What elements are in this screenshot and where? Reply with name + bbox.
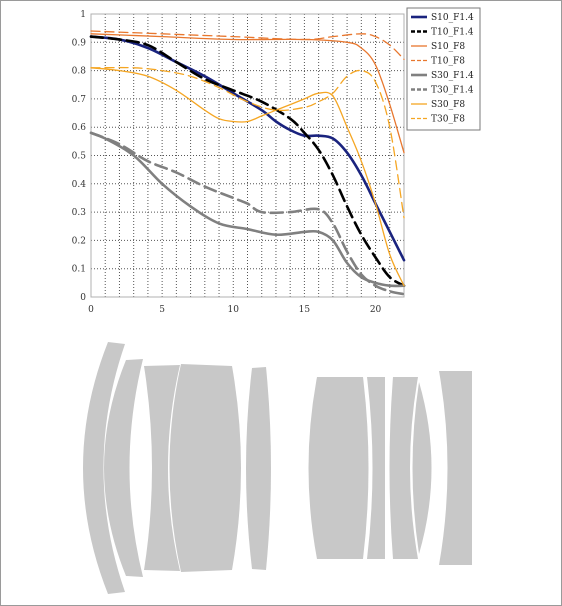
y-tick-label: 0 (80, 293, 86, 303)
y-tick-label: 0.8 (72, 67, 87, 77)
y-tick-label: 0.9 (72, 38, 87, 48)
legend-label-s10-f1-4: S10_F1.4 (431, 13, 474, 23)
legend-label-t10-f1-4: T10_F1.4 (431, 28, 474, 38)
series-line-s30-f8 (90, 67, 405, 287)
y-tick-label: 0.4 (72, 180, 87, 190)
lens-element-2 (104, 359, 143, 577)
legend-label-s10-f8: S10_F8 (431, 42, 465, 52)
x-tick-label: 20 (370, 305, 382, 315)
plot-area-border (90, 13, 405, 298)
y-tick-label: 0.7 (72, 95, 87, 105)
series-line-t10-f1-4 (89, 35, 406, 287)
legend-label-t10-f8: T10_F8 (431, 57, 465, 67)
lens-group-front (83, 342, 271, 594)
x-axis-tick-labels: 0 5 10 15 20 (88, 305, 381, 315)
legend-box (406, 7, 481, 131)
x-tick-label: 0 (88, 305, 94, 315)
y-tick-label: 0.5 (72, 152, 87, 162)
y-axis-tick-labels: 0 0.1 0.2 0.3 0.4 0.5 0.6 0.7 0.8 0.9 1 (72, 10, 87, 303)
lens-element-3 (144, 365, 180, 571)
legend-label-t30-f8: T30_F8 (431, 115, 465, 125)
series-line-t30-f8 (90, 66, 405, 219)
lens-element-4 (169, 364, 241, 572)
y-tick-label: 1 (80, 10, 86, 20)
lens-element-10 (439, 371, 472, 565)
y-tick-label: 0.1 (72, 265, 86, 275)
x-tick-label: 10 (228, 305, 240, 315)
lens-element-9 (412, 382, 432, 554)
mtf-chart: 0 0.1 0.2 0.3 0.4 0.5 0.6 0.7 0.8 0.9 1 0 5 10 15 20 S… (72, 7, 481, 315)
mtf-series-lines (89, 30, 406, 296)
series-line-s10-f8 (90, 33, 405, 154)
lens-group-rear (308, 371, 472, 565)
y-tick-label: 0.3 (72, 208, 87, 218)
legend-label-s30-f1-4: S30_F1.4 (431, 71, 474, 81)
legend-label-t30-f1-4: T30_F1.4 (431, 86, 474, 96)
x-tick-label: 15 (299, 305, 311, 315)
series-line-t10-f8 (90, 30, 405, 60)
lens-element-1 (83, 342, 125, 594)
lens-element-6 (308, 377, 369, 559)
lens-element-5 (246, 367, 271, 570)
lens-element-7 (367, 377, 385, 559)
plot-grid (91, 14, 404, 297)
chart-legend: S10_F1.4 T10_F1.4 S10_F8 T10_F8 S30_F1.4 T30_… (406, 7, 481, 131)
series-line-t30-f1-4 (89, 131, 406, 296)
y-tick-label: 0.2 (72, 236, 86, 246)
lens-cross-section-diagram (83, 342, 472, 594)
legend-label-s30-f8: S30_F8 (431, 100, 465, 110)
x-tick-label: 5 (159, 305, 165, 315)
y-tick-label: 0.6 (72, 123, 87, 133)
lens-element-8 (389, 377, 418, 559)
